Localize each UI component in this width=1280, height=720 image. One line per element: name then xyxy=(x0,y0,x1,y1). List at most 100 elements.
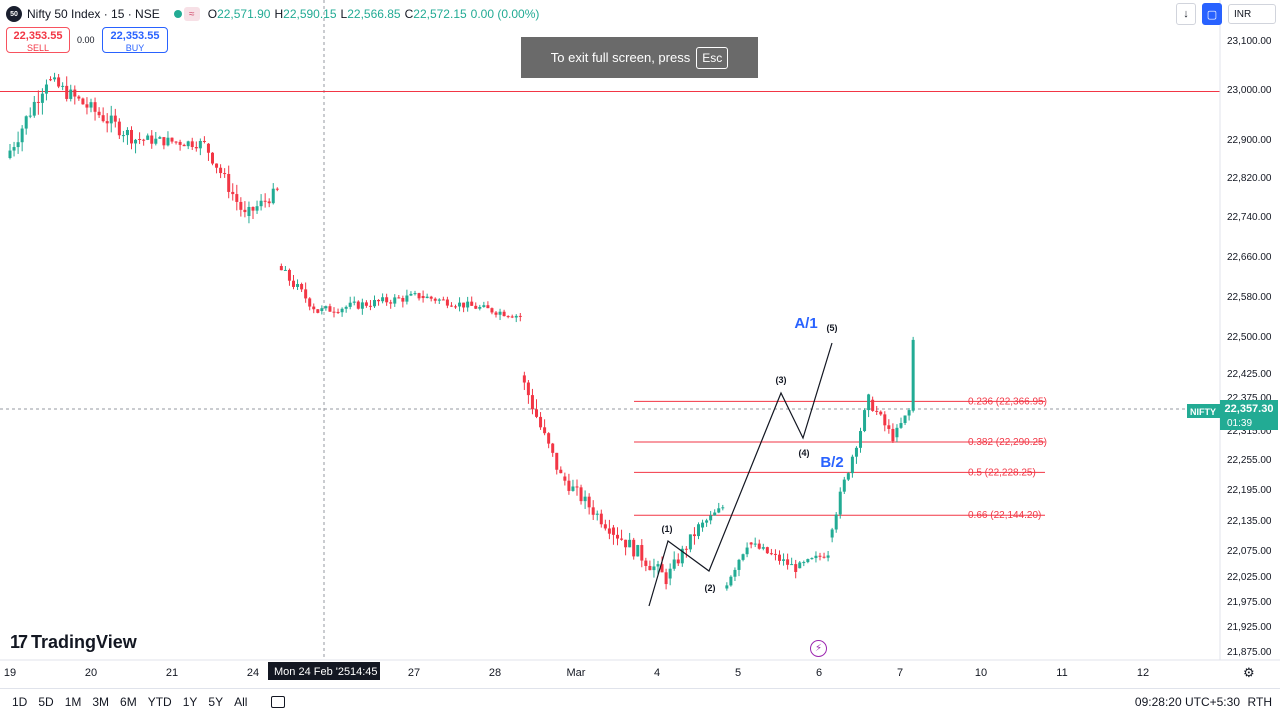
time-tick-label: 6 xyxy=(816,667,822,679)
candle-body xyxy=(778,554,781,561)
candle-body xyxy=(741,554,745,560)
range-3m[interactable]: 3M xyxy=(92,694,110,709)
candle-body xyxy=(304,289,308,299)
candle-body xyxy=(12,147,16,151)
range-all[interactable]: All xyxy=(234,694,248,709)
candle-body xyxy=(810,558,814,560)
time-tick-label: 21 xyxy=(166,667,178,679)
calendar-icon[interactable] xyxy=(271,695,286,708)
range-1m[interactable]: 1M xyxy=(64,694,82,709)
price-tick-label: 22,820.00 xyxy=(1227,173,1272,184)
candle-body xyxy=(308,298,312,307)
candle-body xyxy=(389,302,393,304)
candle-body xyxy=(393,297,397,304)
candle-body xyxy=(567,480,571,491)
candle-body xyxy=(121,135,125,137)
candle-body xyxy=(786,559,790,565)
candle-body xyxy=(328,306,332,312)
currency-select[interactable]: INR xyxy=(1228,4,1276,24)
candle-body xyxy=(134,139,138,144)
candle-body xyxy=(842,479,846,492)
down-arrow-icon[interactable]: ↓ xyxy=(1176,3,1196,25)
candle-body xyxy=(271,188,275,204)
candle-body xyxy=(863,410,867,432)
gear-icon[interactable]: ⚙ xyxy=(1243,665,1255,680)
price-tick-label: 22,255.00 xyxy=(1227,455,1272,466)
symbol-tag-box xyxy=(1187,404,1220,418)
candle-body xyxy=(887,425,891,429)
candle-body xyxy=(227,173,231,192)
nifty50-logo: 50 xyxy=(6,6,22,22)
candle-body xyxy=(441,299,445,301)
candle-body xyxy=(190,141,194,147)
candle-body xyxy=(583,496,587,502)
range-5d[interactable]: 5D xyxy=(38,694,54,709)
price-tick-label: 22,315.00 xyxy=(1227,426,1272,437)
candle-body xyxy=(445,299,449,306)
range-1d[interactable]: 1D xyxy=(12,694,28,709)
candle-body xyxy=(93,102,97,112)
candle-body xyxy=(830,529,834,538)
price-tick-label: 22,375.00 xyxy=(1227,393,1272,404)
clock[interactable]: 09:28:20 UTC+5:30 xyxy=(1134,694,1240,709)
candle-body xyxy=(324,306,328,309)
time-tick-label: 28 xyxy=(489,667,501,679)
candle-body xyxy=(53,77,57,80)
range-6m[interactable]: 6M xyxy=(120,694,137,709)
tradingview-logo[interactable]: 17 TradingView xyxy=(10,632,137,653)
candle-body xyxy=(61,85,65,87)
candle-body xyxy=(680,548,684,564)
candle-body xyxy=(494,312,498,315)
price-chart[interactable]: 0.236 (22,366.95) 0.382 (22,290.25) 0.5 (2… xyxy=(0,0,1280,688)
price-tick-label: 22,075.00 xyxy=(1227,546,1272,557)
candle-body xyxy=(907,410,911,416)
tradingview-logo-text: TradingView xyxy=(31,632,137,652)
esc-key: Esc xyxy=(696,46,729,69)
candle-body xyxy=(336,311,340,313)
candle-body xyxy=(721,507,725,509)
candle-body xyxy=(405,295,409,302)
lightning-icon[interactable]: ⚡ xyxy=(810,640,827,657)
candle-body xyxy=(219,167,223,174)
fullscreen-toast-text: To exit full screen, press xyxy=(550,50,691,65)
candle-body xyxy=(215,163,219,168)
candle-body xyxy=(437,299,441,301)
candle-body xyxy=(648,565,652,571)
fullscreen-toast: To exit full screen, press Esc xyxy=(521,37,758,78)
candle-body xyxy=(547,433,551,444)
candle-body xyxy=(263,200,267,202)
candle-body xyxy=(352,301,356,303)
candle-body xyxy=(458,302,462,307)
candle-body xyxy=(486,305,490,309)
candle-body xyxy=(656,564,660,567)
candle-body xyxy=(599,513,603,525)
candle-body xyxy=(170,137,174,142)
camera-icon[interactable]: ▢ xyxy=(1202,3,1222,25)
candle-body xyxy=(425,296,429,299)
range-1y[interactable]: 1Y xyxy=(182,694,198,709)
candle-body xyxy=(539,416,543,428)
candle-body xyxy=(502,311,506,317)
sell-button[interactable]: 22,353.55 SELL xyxy=(6,27,70,53)
candle-body xyxy=(753,543,757,545)
buy-button[interactable]: 22,353.55 BUY xyxy=(102,27,168,53)
candle-body xyxy=(356,301,360,309)
candle-body xyxy=(903,415,907,424)
range-ytd[interactable]: YTD xyxy=(147,694,172,709)
candle-body xyxy=(652,566,656,571)
time-tick-label: 10 xyxy=(975,667,987,679)
candle-body xyxy=(401,298,405,302)
ohlc-high-label: H xyxy=(274,7,284,21)
candle-body xyxy=(287,269,291,281)
candle-body xyxy=(850,456,854,474)
range-5y[interactable]: 5Y xyxy=(208,694,224,709)
candle-body xyxy=(36,101,40,103)
candle-body xyxy=(109,115,113,124)
wave-labels: (1) (2) (3) (4) (5) A/1 B/2 xyxy=(662,315,844,593)
session-toggle[interactable]: RTH xyxy=(1247,694,1272,709)
candle-body xyxy=(158,137,162,139)
candle-body xyxy=(81,98,85,105)
symbol-title[interactable]: Nifty 50 Index · 15 · NSE xyxy=(27,7,160,21)
time-tick-label: 12 xyxy=(1137,667,1149,679)
indicator-badge[interactable]: ≈ xyxy=(183,7,200,21)
